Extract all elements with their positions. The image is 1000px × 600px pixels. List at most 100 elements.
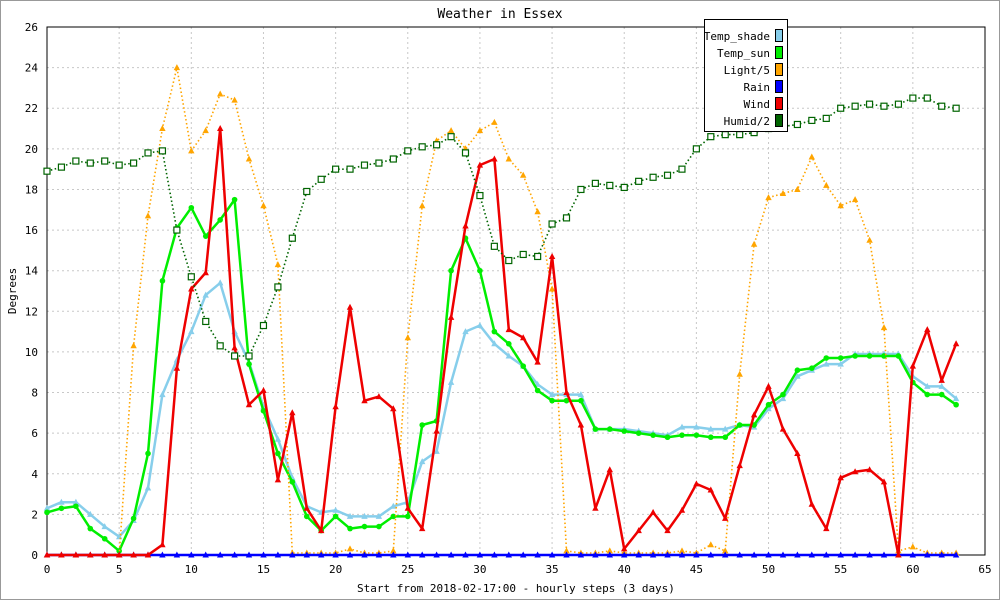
data-point-light-5 <box>346 545 354 552</box>
data-point-light-5 <box>794 186 801 192</box>
y-tick-label: 18 <box>25 183 38 196</box>
data-point-temp-sun <box>390 513 397 520</box>
data-point-light-5 <box>390 547 397 554</box>
data-point-humid-2 <box>736 131 744 139</box>
data-point-wind <box>159 541 166 548</box>
data-point-wind <box>433 427 440 434</box>
data-point-wind <box>693 480 700 487</box>
data-point-humid-2 <box>389 155 397 163</box>
data-point-humid-2 <box>678 165 686 173</box>
data-point-humid-2 <box>894 100 903 108</box>
data-point-light-5 <box>245 155 253 162</box>
series-line-temp-shade <box>46 281 957 538</box>
data-point-wind <box>909 362 916 369</box>
data-point-temp-shade <box>837 360 844 367</box>
data-point-temp-shade <box>823 360 830 367</box>
data-point-wind <box>794 450 801 456</box>
data-point-wind <box>765 382 772 389</box>
data-point-humid-2 <box>909 94 917 102</box>
data-point-humid-2 <box>663 171 672 179</box>
data-point-temp-sun <box>592 426 599 432</box>
data-point-rain <box>866 551 873 558</box>
y-tick-label: 8 <box>31 387 38 400</box>
data-point-wind <box>332 403 339 410</box>
data-point-temp-sun <box>765 401 772 408</box>
data-point-wind <box>851 468 859 475</box>
data-point-temp-shade <box>462 328 469 335</box>
data-point-temp-sun <box>73 503 79 510</box>
data-point-temp-sun <box>852 353 858 359</box>
data-point-rain <box>462 551 469 558</box>
data-point-humid-2 <box>288 234 296 242</box>
legend-label-light-5: Light/5 <box>724 64 770 77</box>
data-point-light-5 <box>404 334 411 341</box>
data-point-temp-sun <box>794 367 801 374</box>
x-tick-label: 30 <box>473 563 486 576</box>
data-point-temp-sun <box>837 355 844 361</box>
data-point-rain <box>491 551 498 558</box>
data-point-temp-sun <box>780 391 786 398</box>
data-point-rain <box>765 551 772 558</box>
data-point-temp-sun <box>289 479 296 485</box>
data-point-temp-shade <box>722 425 729 432</box>
data-point-temp-sun <box>332 513 339 520</box>
data-point-wind <box>621 545 628 552</box>
data-point-rain <box>808 551 815 558</box>
data-point-humid-2 <box>938 102 946 110</box>
data-point-light-5 <box>722 547 729 554</box>
data-point-temp-shade <box>346 512 354 519</box>
data-point-wind <box>534 358 541 365</box>
x-tick-label: 0 <box>44 563 51 576</box>
data-point-wind <box>563 389 570 395</box>
data-point-temp-shade <box>188 328 195 335</box>
data-point-wind <box>390 405 397 412</box>
data-point-wind <box>274 476 282 483</box>
data-point-humid-2 <box>865 100 874 108</box>
data-point-temp-shade <box>476 322 484 328</box>
data-point-temp-shade <box>144 484 152 491</box>
chart-title: Weather in Essex <box>437 7 562 22</box>
data-point-wind <box>202 269 209 276</box>
data-point-wind <box>87 551 94 558</box>
data-point-temp-sun <box>693 432 700 438</box>
data-point-wind <box>895 551 902 558</box>
data-point-light-5 <box>823 181 830 188</box>
data-point-temp-shade <box>938 382 945 389</box>
data-point-temp-sun <box>578 397 584 404</box>
data-point-humid-2 <box>562 214 571 222</box>
data-point-temp-sun <box>650 432 656 438</box>
y-tick-label: 26 <box>25 21 38 34</box>
data-point-rain <box>779 551 787 558</box>
data-point-temp-sun <box>664 434 671 441</box>
data-point-temp-shade <box>548 391 556 398</box>
data-point-wind <box>447 313 455 320</box>
data-point-temp-shade <box>765 405 772 412</box>
data-point-light-5 <box>779 190 787 196</box>
data-point-temp-sun <box>607 426 613 432</box>
grid <box>47 27 985 555</box>
data-point-wind <box>303 504 310 511</box>
legend-label-rain: Rain <box>744 81 771 94</box>
data-point-humid-2 <box>577 185 585 194</box>
data-point-wind <box>231 344 238 351</box>
y-tick-label: 22 <box>25 102 38 115</box>
data-point-humid-2 <box>793 120 802 129</box>
x-tick-label: 20 <box>329 563 342 576</box>
data-point-wind <box>101 551 108 558</box>
data-point-rain <box>678 551 686 558</box>
data-point-temp-shade <box>505 352 512 359</box>
data-point-humid-2 <box>144 149 152 157</box>
data-point-rain <box>534 551 541 558</box>
data-point-humid-2 <box>86 159 94 167</box>
data-point-humid-2 <box>635 177 643 185</box>
data-point-temp-sun <box>217 217 223 223</box>
legend-label-humid-2: Humid/2 <box>724 115 770 128</box>
x-axis-label: Start from 2018-02-17:00 - hourly steps … <box>357 582 675 595</box>
data-point-temp-sun <box>491 328 498 335</box>
data-point-temp-sun <box>477 267 483 274</box>
data-point-humid-2 <box>231 352 239 360</box>
series-temp-sun <box>44 196 959 554</box>
data-point-temp-shade <box>274 435 282 442</box>
series-line-light-5 <box>47 66 957 556</box>
